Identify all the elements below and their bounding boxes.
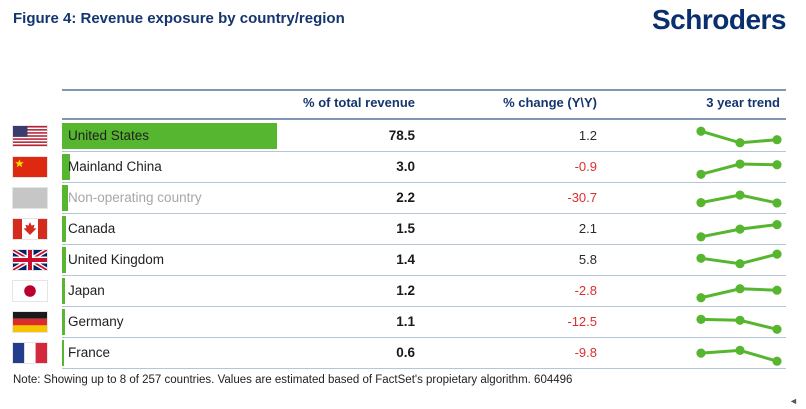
country-cell: Mainland China (62, 154, 290, 180)
revenue-value: 1.1 (396, 314, 415, 329)
table-row[interactable]: Non-operating country 2.2 -30.7 (12, 183, 786, 214)
country-label: United States (68, 128, 150, 143)
trend-sparkline (693, 184, 785, 212)
revenue-value: 2.2 (396, 190, 415, 205)
france-flag-icon (12, 342, 48, 364)
country-label: Japan (68, 283, 105, 298)
china-flag-icon (12, 156, 48, 178)
trend-sparkline (693, 246, 785, 274)
revenue-bar (62, 123, 277, 149)
revenue-table-body: United States 78.5 1.2 Mainland China 3.… (12, 121, 786, 369)
country-label: Canada (68, 221, 116, 236)
revenue-value: 1.2 (396, 283, 415, 298)
change-value: 5.8 (578, 252, 597, 267)
revenue-bar (62, 247, 66, 273)
country-label: Non-operating country (68, 190, 202, 205)
col-header-trend: 3 year trend (706, 95, 780, 110)
trend-sparkline (693, 339, 785, 367)
table-row[interactable]: Canada 1.5 2.1 (12, 214, 786, 245)
revenue-value: 78.5 (388, 128, 415, 143)
revenue-bar (62, 309, 65, 335)
change-value: -2.8 (574, 283, 597, 298)
country-label: Mainland China (68, 159, 162, 174)
col-header-revenue: % of total revenue (303, 95, 415, 110)
germany-flag-icon (12, 311, 48, 333)
revenue-bar (62, 216, 67, 242)
country-cell: United Kingdom (62, 247, 290, 273)
header-bottom-border (62, 118, 786, 120)
trend-sparkline (693, 277, 785, 305)
figure-title: Figure 4: Revenue exposure by country/re… (13, 10, 345, 27)
country-label: Germany (68, 314, 124, 329)
country-cell: Germany (62, 309, 290, 335)
country-cell: United States (62, 123, 290, 149)
country-cell: France (62, 340, 290, 366)
canada-flag-icon (12, 218, 48, 240)
revenue-bar (62, 278, 66, 304)
revenue-value: 0.6 (396, 345, 415, 360)
trend-sparkline (693, 153, 785, 181)
table-row[interactable]: Japan 1.2 -2.8 (12, 276, 786, 307)
revenue-value: 1.5 (396, 221, 415, 236)
table-row[interactable]: Mainland China 3.0 -0.9 (12, 152, 786, 183)
revenue-bar (62, 340, 64, 366)
table-row[interactable]: Germany 1.1 -12.5 (12, 307, 786, 338)
revenue-value: 1.4 (396, 252, 415, 267)
country-cell: Canada (62, 216, 290, 242)
trend-sparkline (693, 122, 785, 150)
footnote: Note: Showing up to 8 of 257 countries. … (13, 374, 573, 386)
change-value: 2.1 (578, 221, 597, 236)
change-value: -12.5 (567, 314, 597, 329)
revenue-value: 3.0 (396, 159, 415, 174)
japan-flag-icon (12, 280, 48, 302)
trend-sparkline (693, 308, 785, 336)
table-top-border (62, 89, 786, 91)
change-value: -0.9 (574, 159, 597, 174)
table-row[interactable]: United States 78.5 1.2 (12, 121, 786, 152)
country-cell: Non-operating country (62, 185, 290, 211)
us-flag-icon (12, 125, 48, 147)
change-value: -9.8 (574, 345, 597, 360)
uk-flag-icon (12, 249, 48, 271)
scrollbar-left-arrow-icon[interactable]: ◄ (789, 396, 798, 406)
table-row[interactable]: United Kingdom 1.4 5.8 (12, 245, 786, 276)
trend-sparkline (693, 215, 785, 243)
table-row[interactable]: France 0.6 -9.8 (12, 338, 786, 369)
revenue-bar (62, 185, 69, 211)
country-label: France (68, 345, 111, 360)
country-cell: Japan (62, 278, 290, 304)
schroders-logo: Schroders (652, 4, 787, 35)
change-value: 1.2 (578, 128, 597, 143)
col-header-change: % change (Y\Y) (503, 95, 597, 110)
country-label: United Kingdom (68, 252, 165, 267)
change-value: -30.7 (567, 190, 597, 205)
revenue-bar (62, 154, 71, 180)
placeholder-flag-icon (12, 187, 48, 209)
